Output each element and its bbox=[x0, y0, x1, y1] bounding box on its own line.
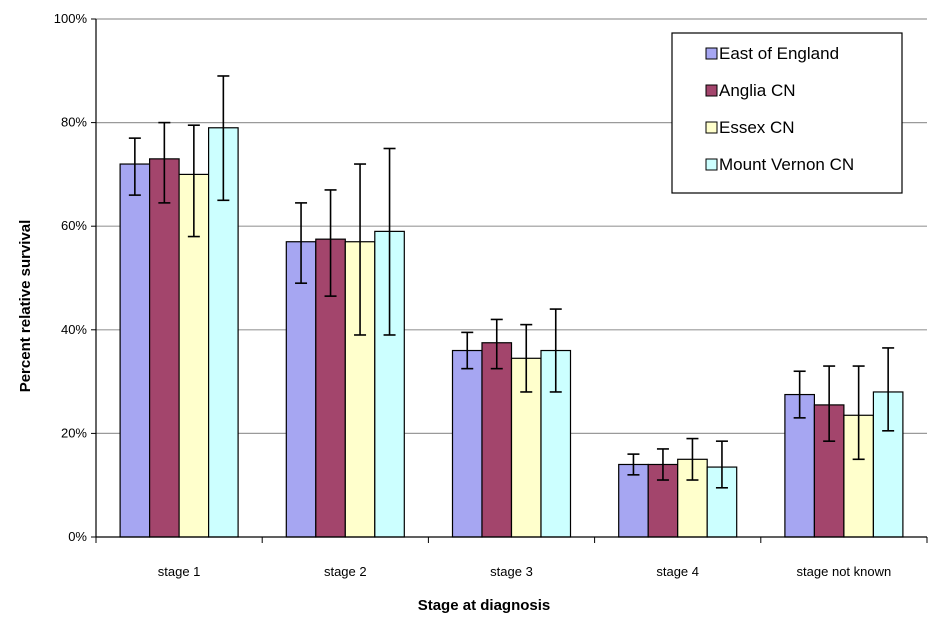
bar bbox=[149, 158, 180, 538]
x-tick-label: stage 4 bbox=[656, 564, 699, 579]
bar bbox=[285, 241, 317, 538]
x-tick-label: stage 3 bbox=[490, 564, 533, 579]
legend-swatch bbox=[705, 47, 718, 60]
legend-label: Mount Vernon CN bbox=[719, 155, 854, 174]
x-tick-label: stage 2 bbox=[324, 564, 367, 579]
y-tick-label: 60% bbox=[61, 218, 87, 233]
legend-label: East of England bbox=[719, 44, 839, 63]
y-tick-label: 20% bbox=[61, 425, 87, 440]
bar bbox=[618, 463, 649, 538]
legend-swatch bbox=[705, 84, 718, 97]
legend-label: Anglia CN bbox=[719, 81, 796, 100]
error-bars bbox=[128, 75, 895, 489]
bar bbox=[119, 163, 151, 538]
y-tick-labels: 0% 20% 40% 60% 80% 100% bbox=[54, 11, 88, 544]
bar bbox=[451, 349, 483, 538]
x-tick-labels: stage 1 stage 2 stage 3 stage 4 stage not kn… bbox=[158, 564, 891, 579]
axes bbox=[91, 18, 928, 543]
legend-swatch bbox=[705, 158, 718, 171]
x-tick-label: stage 1 bbox=[158, 564, 201, 579]
bar bbox=[481, 342, 513, 538]
bars bbox=[119, 127, 904, 538]
legend: East of England Anglia CN Essex CN Mount Ve… bbox=[671, 32, 903, 194]
x-tick-label: stage not known bbox=[797, 564, 892, 579]
y-tick-label: 80% bbox=[61, 115, 87, 130]
y-tick-label: 100% bbox=[54, 11, 88, 26]
legend-label: Essex CN bbox=[719, 118, 795, 137]
y-tick-label: 0% bbox=[68, 529, 87, 544]
legend-swatch bbox=[705, 121, 718, 134]
x-axis-title: Stage at diagnosis bbox=[418, 597, 551, 614]
y-tick-label: 40% bbox=[61, 322, 87, 337]
y-axis-title: Percent relative survival bbox=[17, 220, 34, 393]
